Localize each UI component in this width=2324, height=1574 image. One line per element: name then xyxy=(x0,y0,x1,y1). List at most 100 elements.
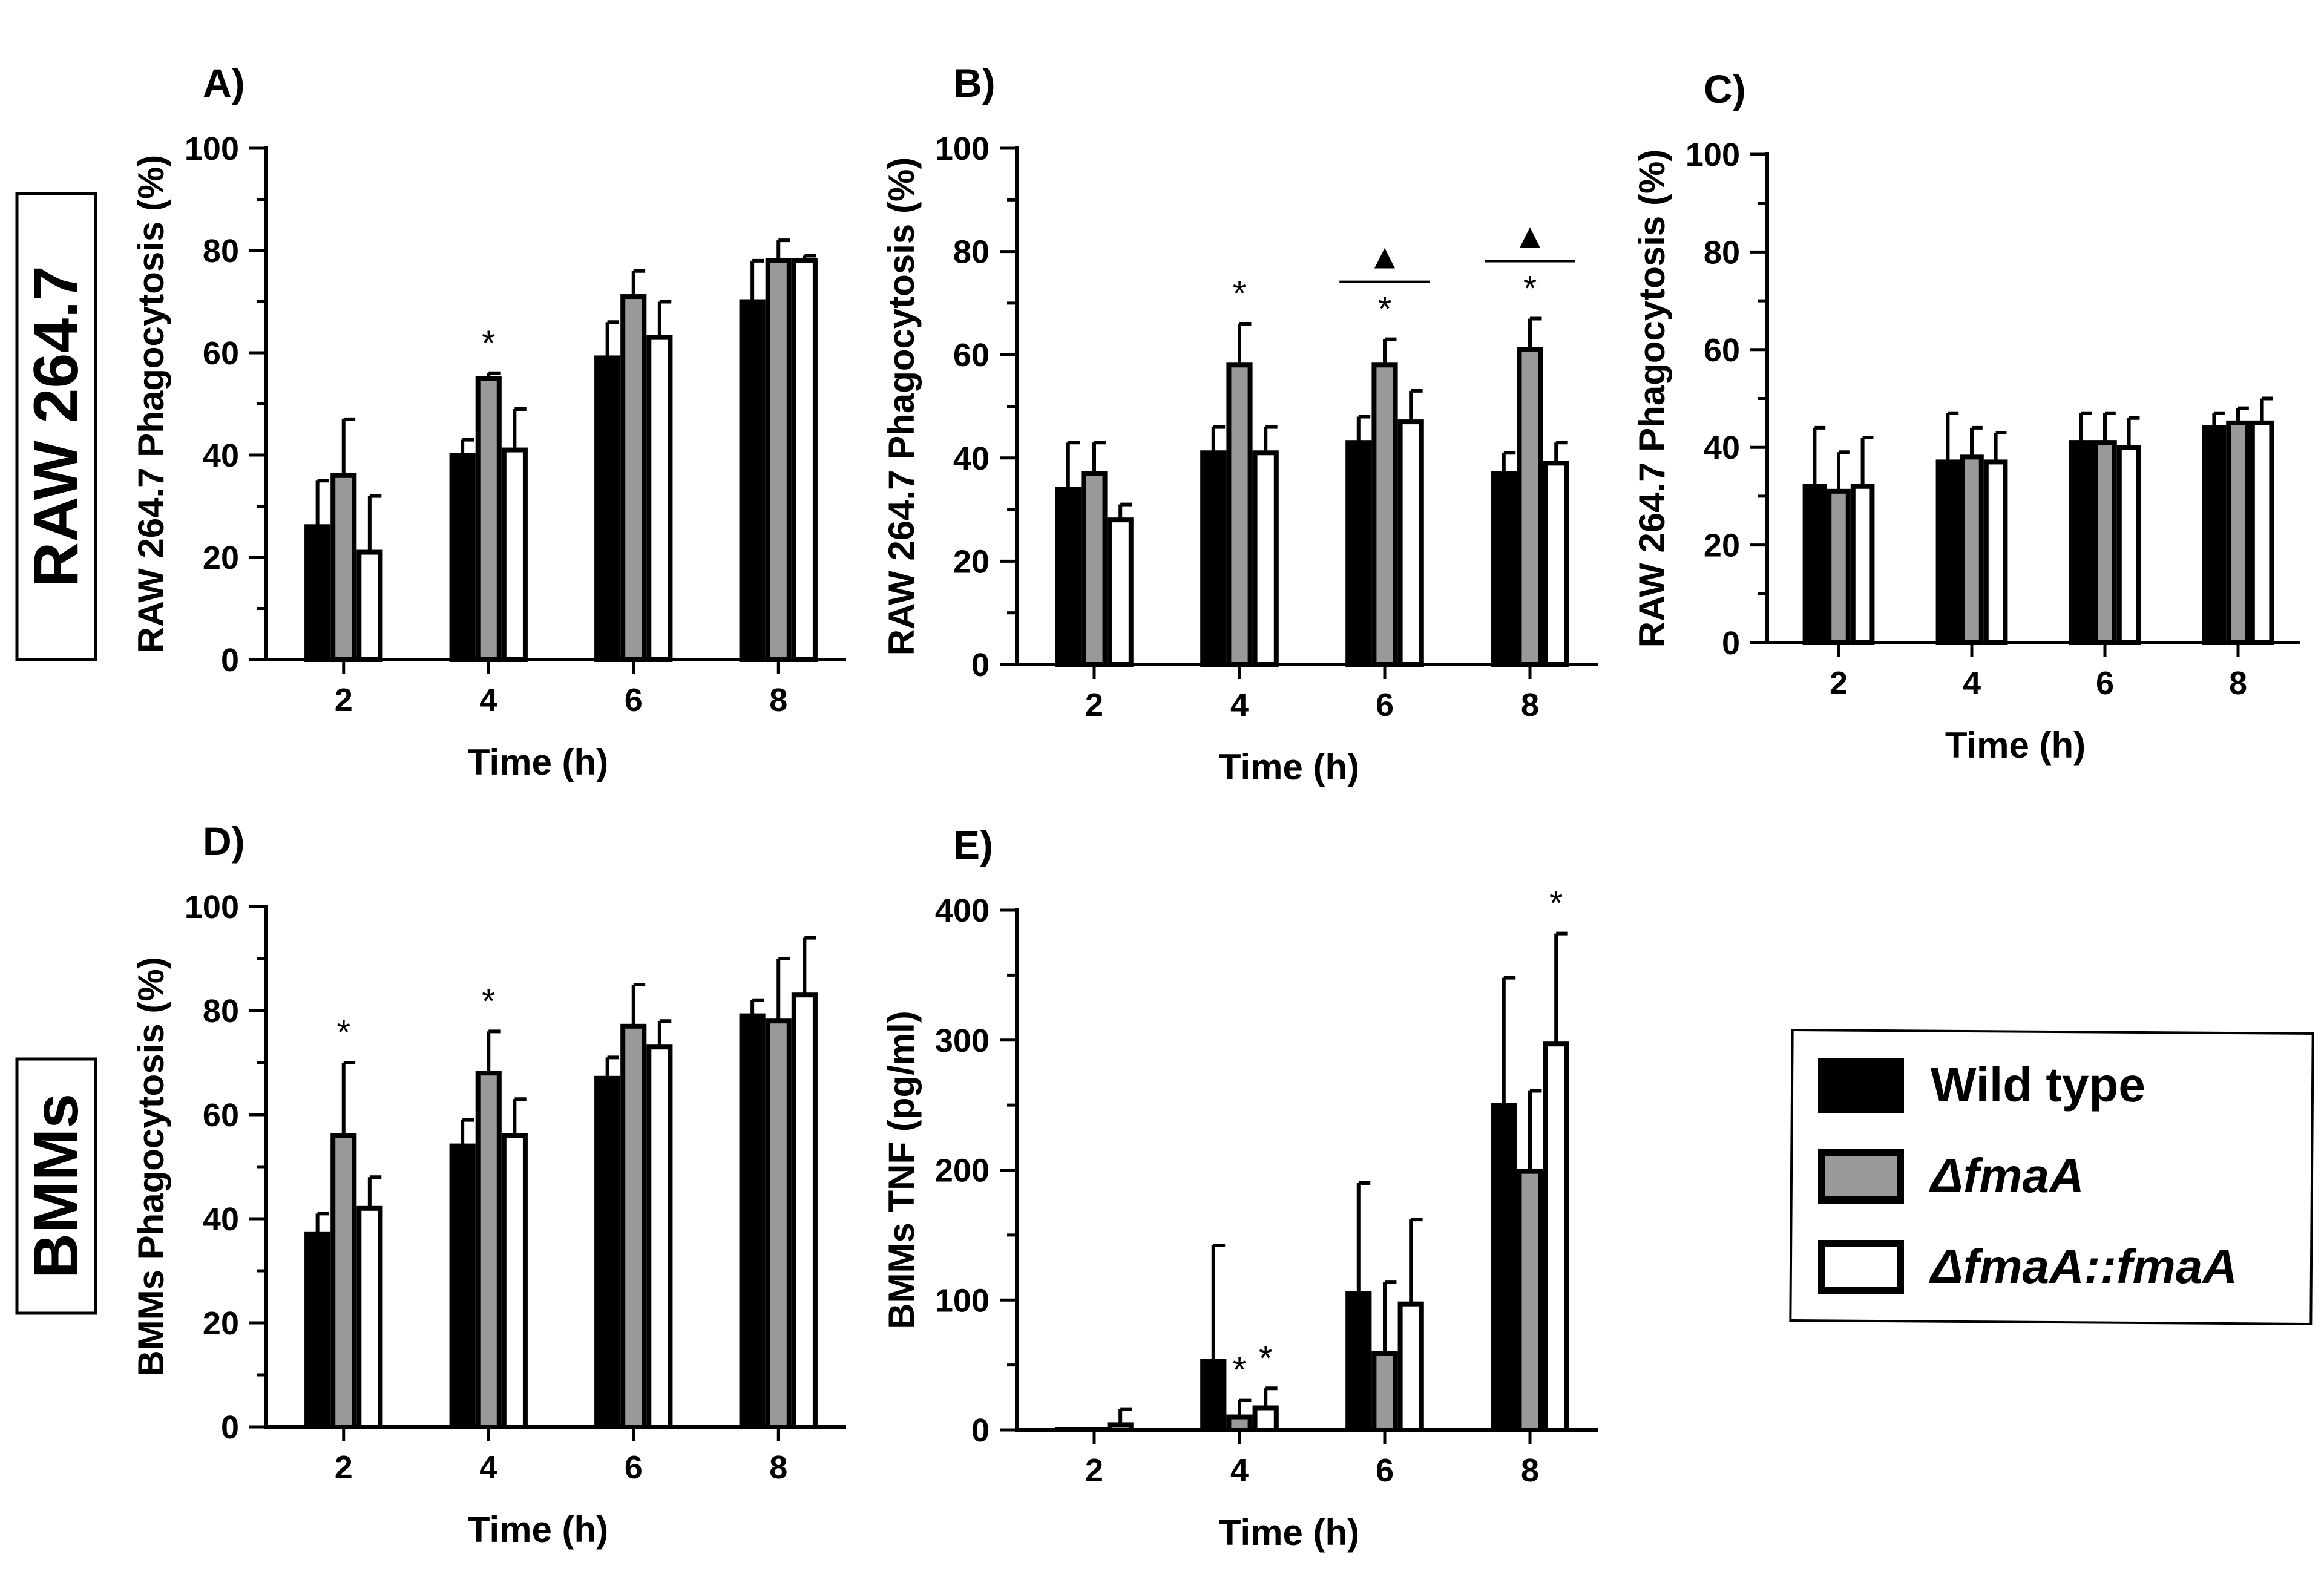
bar xyxy=(1252,450,1279,667)
y-axis-title: RAW 264.7 Phagocytosis (%) xyxy=(1632,149,1672,648)
x-tick-label: 2 xyxy=(1830,665,1848,701)
bar xyxy=(1491,1103,1517,1432)
y-tick-label: 100 xyxy=(1686,137,1740,173)
panel-b: B) RAW 264.7 Phagocytosis (%) Time (h) 0 20 4… xyxy=(881,61,1598,787)
y-axis-title: RAW 264.7 Phagocytosis (%) xyxy=(131,155,171,654)
x-tick-label: 4 xyxy=(1230,687,1249,723)
significance-star: * xyxy=(1523,269,1537,308)
panel-label: B) xyxy=(953,61,996,105)
significance-star: * xyxy=(1259,1339,1273,1378)
x-tick-label: 2 xyxy=(1085,1452,1103,1489)
panel-label: C) xyxy=(1704,67,1746,111)
x-axis-title: Time (h) xyxy=(1945,725,2086,766)
significance-star: * xyxy=(1233,1351,1247,1390)
bar xyxy=(304,1231,331,1430)
y-tick-label: 0 xyxy=(971,1412,990,1449)
bar xyxy=(594,1075,621,1430)
bar xyxy=(791,258,818,662)
significance-star: * xyxy=(482,324,496,363)
x-tick-label: 6 xyxy=(625,1449,643,1486)
bar xyxy=(1200,1359,1227,1433)
bar xyxy=(646,1044,673,1429)
y-tick-label: 0 xyxy=(221,642,239,678)
x-axis-title: Time (h) xyxy=(1219,1512,1359,1553)
y-tick-label: 40 xyxy=(203,438,239,474)
significance-triangle: ▲ xyxy=(1512,216,1547,255)
bar xyxy=(620,294,647,662)
y-tick-label: 40 xyxy=(1704,430,1740,466)
row-label-bmm-box xyxy=(15,1057,97,1315)
panel-c: C) RAW 264.7 Phagocytosis (%) Time (h) 0 20 4… xyxy=(1632,67,2300,766)
y-axis-title: BMMs TNF (pg/ml) xyxy=(881,1011,922,1330)
bar xyxy=(449,453,476,662)
significance-star: * xyxy=(1378,290,1392,329)
bar xyxy=(1543,1041,1569,1432)
y-tick-label: 0 xyxy=(971,647,990,683)
x-tick-label: 2 xyxy=(335,1449,353,1486)
bar xyxy=(594,355,621,662)
panel-a: A) RAW 264.7 Phagocytosis (%) Time (h) 0 20 4… xyxy=(131,61,846,782)
bar xyxy=(1371,362,1398,667)
legend-swatch-delta-fmaa xyxy=(1818,1149,1904,1204)
panel-d: D) BMMs Phagocytosis (%) Time (h) 0 20 40 60 80… xyxy=(131,819,846,1550)
bar xyxy=(791,992,818,1429)
bar xyxy=(2116,445,2141,645)
bar xyxy=(646,335,673,662)
bar xyxy=(620,1023,647,1430)
bar xyxy=(1827,488,1851,646)
bar xyxy=(1543,461,1569,667)
y-tick-label: 80 xyxy=(953,234,990,271)
bar xyxy=(1226,362,1253,667)
bar xyxy=(1081,471,1108,667)
row-label-raw-box xyxy=(15,192,97,661)
y-axis-title: BMMs Phagocytosis (%) xyxy=(131,957,171,1376)
bar xyxy=(2202,425,2227,645)
x-tick-label: 6 xyxy=(1376,687,1394,723)
bar xyxy=(1345,1291,1372,1432)
x-tick-label: 8 xyxy=(2229,665,2247,701)
y-tick-label: 40 xyxy=(203,1201,239,1238)
bar xyxy=(449,1143,476,1429)
bar xyxy=(475,376,502,662)
legend-swatch-wild-type xyxy=(1818,1058,1904,1113)
legend-label-complemented: ΔfmaA::fmaA xyxy=(1929,1239,2237,1293)
bar xyxy=(1055,486,1082,667)
bar xyxy=(501,447,528,662)
y-tick-label: 20 xyxy=(203,540,239,576)
x-tick-label: 4 xyxy=(479,682,497,718)
bar xyxy=(1802,484,1827,645)
bar xyxy=(1517,1169,1543,1432)
x-tick-label: 2 xyxy=(335,682,353,718)
bar xyxy=(1850,484,1875,645)
x-axis-title: Time (h) xyxy=(1219,747,1359,787)
row-label-bmm: BMMs xyxy=(15,1057,97,1315)
y-tick-label: 80 xyxy=(203,993,239,1029)
legend: Wild type ΔfmaA ΔfmaA::fmaA xyxy=(1789,1028,2314,1326)
bar xyxy=(356,549,383,662)
panel-label: A) xyxy=(203,61,245,105)
y-tick-label: 60 xyxy=(1704,332,1740,369)
y-tick-label: 300 xyxy=(935,1023,990,1059)
y-tick-label: 60 xyxy=(203,335,239,372)
row-label-raw: RAW 264.7 xyxy=(15,192,97,661)
bar xyxy=(1371,1351,1398,1433)
y-tick-label: 60 xyxy=(953,337,990,373)
bar xyxy=(304,524,331,662)
y-tick-label: 20 xyxy=(1704,528,1740,564)
bar xyxy=(1226,1414,1253,1432)
y-tick-label: 80 xyxy=(1704,234,1740,271)
y-tick-label: 100 xyxy=(185,889,239,925)
bar xyxy=(1252,1405,1279,1432)
bar xyxy=(739,299,766,662)
bar xyxy=(1517,347,1543,667)
y-tick-label: 0 xyxy=(221,1409,239,1446)
x-tick-label: 8 xyxy=(769,682,787,718)
bar xyxy=(501,1133,528,1430)
bar xyxy=(2226,420,2250,645)
bar xyxy=(1983,459,2008,645)
y-tick-label: 100 xyxy=(185,131,239,167)
bar xyxy=(1491,471,1517,667)
x-tick-label: 4 xyxy=(479,1449,497,1486)
bar xyxy=(765,258,792,662)
